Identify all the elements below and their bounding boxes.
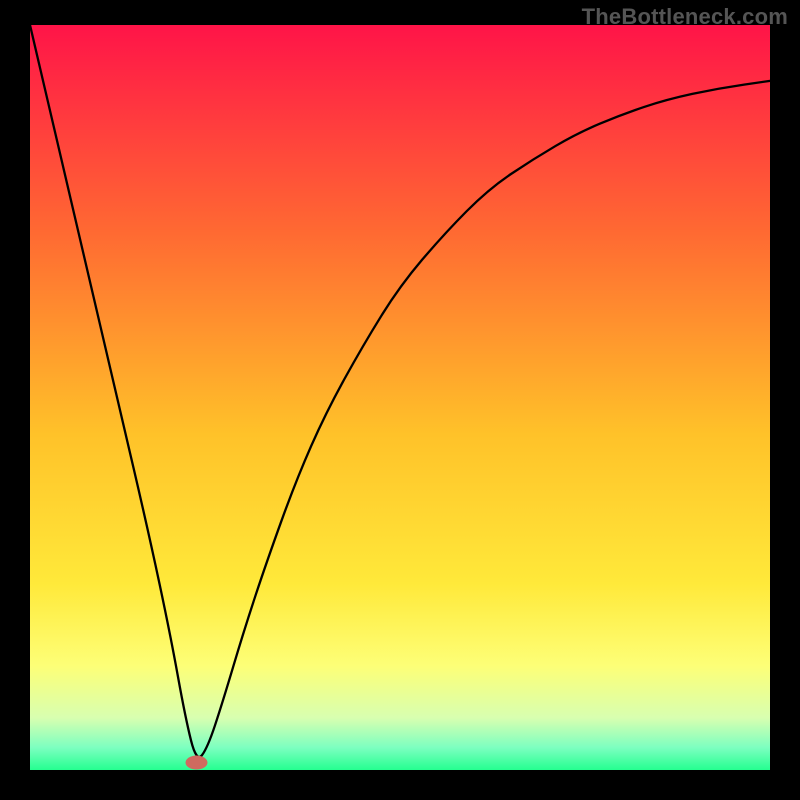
watermark-text: TheBottleneck.com (582, 4, 788, 30)
chart-svg (0, 0, 800, 800)
bottleneck-chart: TheBottleneck.com (0, 0, 800, 800)
plot-gradient-background (30, 25, 770, 770)
minimum-marker (186, 756, 208, 770)
